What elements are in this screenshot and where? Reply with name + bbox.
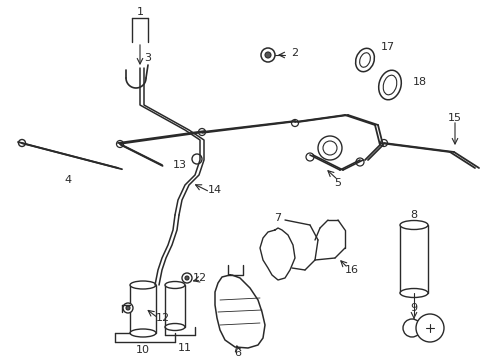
Text: 8: 8 xyxy=(409,210,417,220)
Bar xyxy=(399,225,427,293)
Text: 10: 10 xyxy=(136,345,150,355)
Ellipse shape xyxy=(130,281,156,289)
Text: 1: 1 xyxy=(136,7,143,17)
Text: 6: 6 xyxy=(234,348,241,358)
Circle shape xyxy=(261,48,274,62)
Ellipse shape xyxy=(164,282,184,288)
Circle shape xyxy=(116,140,123,148)
Circle shape xyxy=(402,319,420,337)
Circle shape xyxy=(323,141,336,155)
Circle shape xyxy=(264,52,270,58)
Bar xyxy=(130,285,156,333)
Circle shape xyxy=(415,314,443,342)
Text: 12: 12 xyxy=(193,273,206,283)
Ellipse shape xyxy=(378,70,401,100)
Ellipse shape xyxy=(130,329,156,337)
Text: 15: 15 xyxy=(447,113,461,123)
Circle shape xyxy=(355,158,363,166)
Text: 5: 5 xyxy=(334,178,341,188)
Circle shape xyxy=(126,306,130,310)
Text: 12: 12 xyxy=(156,313,170,323)
Ellipse shape xyxy=(355,48,374,72)
Text: 2: 2 xyxy=(291,48,298,58)
Text: 9: 9 xyxy=(409,303,417,313)
Text: 17: 17 xyxy=(380,42,394,52)
Ellipse shape xyxy=(399,220,427,230)
Circle shape xyxy=(291,120,298,126)
Circle shape xyxy=(184,276,189,280)
Text: 7: 7 xyxy=(274,213,281,223)
Ellipse shape xyxy=(399,288,427,297)
Circle shape xyxy=(192,154,202,164)
Text: 18: 18 xyxy=(412,77,426,87)
Circle shape xyxy=(305,153,313,161)
Text: 16: 16 xyxy=(345,265,358,275)
Circle shape xyxy=(380,140,386,147)
Circle shape xyxy=(182,273,192,283)
Text: 11: 11 xyxy=(178,343,192,353)
Circle shape xyxy=(317,136,341,160)
Text: 13: 13 xyxy=(173,160,186,170)
Ellipse shape xyxy=(383,75,396,95)
Ellipse shape xyxy=(359,53,369,67)
Circle shape xyxy=(198,129,205,135)
Text: 14: 14 xyxy=(207,185,222,195)
Text: 3: 3 xyxy=(144,53,151,63)
Bar xyxy=(164,285,184,327)
Circle shape xyxy=(19,140,25,147)
Text: 4: 4 xyxy=(64,175,71,185)
Ellipse shape xyxy=(164,324,184,330)
Circle shape xyxy=(123,303,133,313)
